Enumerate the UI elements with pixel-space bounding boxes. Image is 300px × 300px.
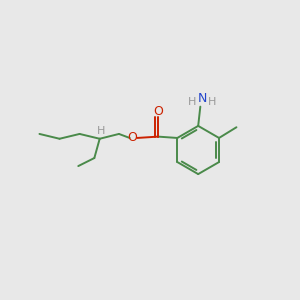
Text: O: O: [153, 105, 163, 118]
Text: H: H: [97, 126, 105, 136]
Text: N: N: [198, 92, 207, 105]
Text: H: H: [188, 97, 196, 107]
Text: H: H: [207, 97, 216, 107]
Text: O: O: [127, 131, 137, 145]
